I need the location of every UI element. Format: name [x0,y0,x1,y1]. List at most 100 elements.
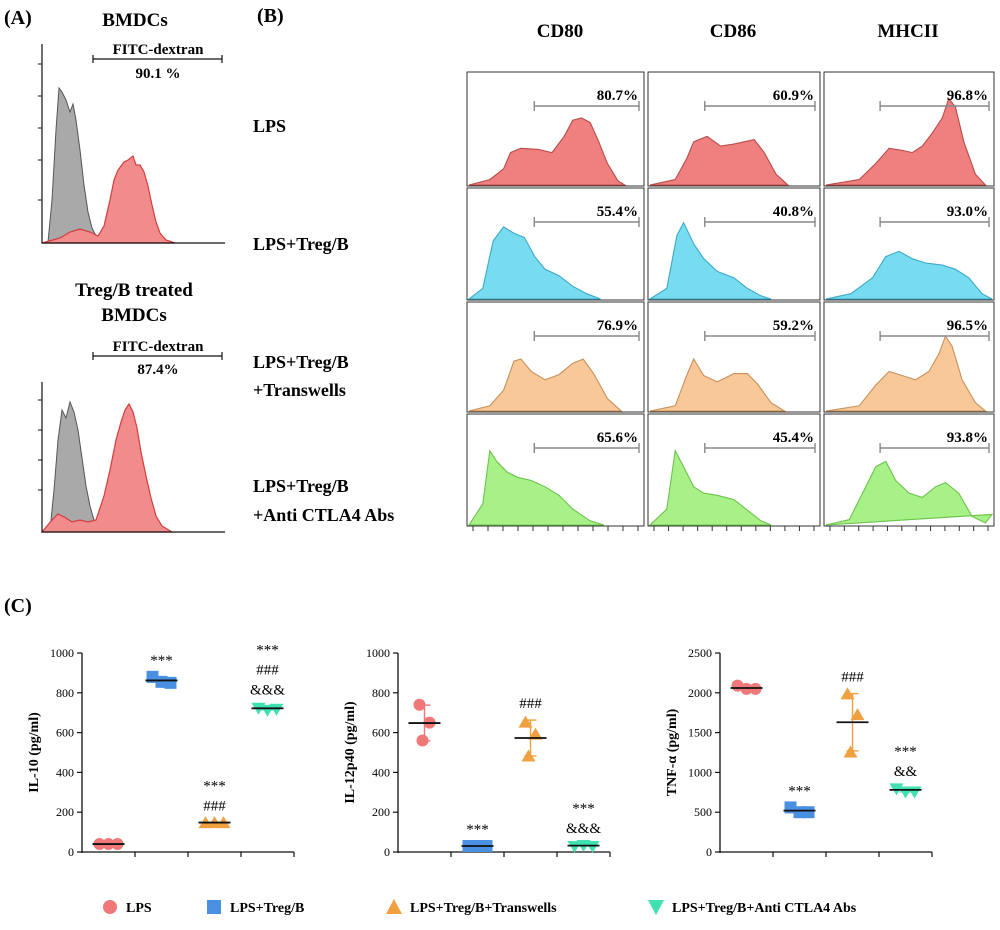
y-tick-label: 0 [706,845,712,859]
chart-0: 0 200 400 600 800 1000 IL-10 (pg/ml) *** *** ### *… [27,643,295,859]
histogram-frame [647,413,821,527]
row-label-transwells-2: +Transwells [253,380,346,400]
significance-label: ### [519,696,542,712]
data-point [269,703,284,716]
histogram-cell: 96.5% [823,301,995,413]
gate-percent: 93.0% [947,204,988,220]
significance-label: *** [466,822,489,838]
gate-percent: 55.4% [597,204,638,220]
data-point [416,734,429,747]
histogram-fill [649,135,790,186]
data-point [802,806,815,819]
column-header-mhcii: MHCII [877,21,938,42]
histogram-frame [823,71,995,187]
panel-a-bottom-histogram: FITC-dextran 87.4% [38,337,225,533]
histogram-fill [467,226,601,300]
panel-a-bottom-title-1: Treg/B treated [75,280,193,301]
histogram-cell: 76.9% [466,301,645,413]
histogram-cell: 60.9% [647,71,821,187]
data-point [413,698,426,711]
y-tick-label: 1000 [50,646,74,660]
gate-percent: 87.4% [137,362,178,378]
data-point [528,727,543,740]
gate-percent: 80.7% [597,88,638,104]
data-point [843,745,858,758]
histogram-frame [466,413,645,527]
panel-a-top-histogram: FITC-dextran 90.1 % [38,40,225,244]
panel-label-b: (B) [257,5,284,27]
y-tick-label: 1000 [688,765,712,779]
histogram-fill [468,117,627,186]
y-axis-label: IL-12p40 (pg/ml) [343,701,358,804]
fitc-histogram [40,402,175,533]
y-tick-label: 200 [56,805,74,819]
histogram-frame [466,301,645,413]
row-label-ctla4-1: LPS+Treg/B [253,476,349,496]
y-tick-label: 400 [372,765,390,779]
column-header-cd86: CD86 [710,21,756,42]
significance-label: ### [203,799,226,815]
significance-label: *** [788,783,811,799]
significance-label: ### [841,670,864,686]
histogram-cell: 65.6% [466,413,645,527]
gate-percent: 96.8% [947,88,988,104]
legend: LPS LPS+Treg/B LPS+Treg/B+Transwells LPS+Tr… [103,899,857,916]
significance-label: *** [203,779,226,795]
histogram-frame [823,301,995,413]
histogram-cell: 80.7% [466,71,645,187]
histogram-frame [647,301,821,413]
data-point [567,841,582,854]
significance-label: *** [894,744,917,760]
histogram-fill [825,250,993,300]
histogram-fill [649,357,787,412]
panel-label-a: (A) [4,7,32,29]
histogram-cell: 55.4% [466,187,645,301]
gate-percent: 93.8% [947,430,988,446]
chart-1: 0 200 400 600 800 1000 IL-12p40 (pg/ml) *** ### *… [343,646,611,859]
significance-label: ### [256,663,279,679]
row-label-lps-treg: LPS+Treg/B [253,234,349,254]
histogram-cell: 40.8% [647,187,821,301]
control-histogram [41,86,101,244]
panel-a-bottom-title-2: BMDCs [101,305,166,326]
y-tick-label: 600 [56,726,74,740]
legend-item: LPS+Treg/B+Transwells [386,899,557,916]
legend-marker [207,900,221,914]
control-histogram [41,400,101,533]
y-tick-label: 800 [56,686,74,700]
gate-label: FITC-dextran [113,339,204,355]
significance-label: &&& [250,683,285,699]
fitc-histogram [41,154,176,244]
data-point [518,715,533,728]
legend-label: LPS+Treg/B+Transwells [410,901,557,916]
gate-label: FITC-dextran [113,42,204,58]
y-tick-label: 0 [68,845,74,859]
gate-percent: 40.8% [773,204,814,220]
panel-b-histogram-grid: 80.7% 60.9% 96.8% 55.4% 40.8% 93.0% 76.9% 59.2%… [466,71,995,531]
legend-marker [103,900,117,914]
y-tick-label: 500 [694,805,712,819]
histogram-fill [825,97,987,186]
gate-percent: 59.2% [773,318,814,334]
gate-percent: 45.4% [773,430,814,446]
panel-a-top-title: BMDCs [102,10,167,31]
histogram-fill [468,358,623,412]
histogram-fill [467,449,605,526]
y-tick-label: 1500 [688,726,712,740]
y-tick-label: 800 [372,686,390,700]
data-point [850,708,865,721]
significance-label: *** [572,801,595,817]
legend-marker [648,900,664,915]
y-tick-label: 2500 [688,646,712,660]
histogram-cell: 93.8% [823,413,995,527]
histogram-cell: 45.4% [647,413,821,527]
y-tick-label: 2000 [688,686,712,700]
histogram-frame [647,71,821,187]
histogram-fill [648,449,772,526]
y-tick-label: 600 [372,726,390,740]
gate-percent: 96.5% [947,318,988,334]
y-tick-label: 1000 [366,646,390,660]
legend-label: LPS [126,901,152,916]
row-label-ctla4-2: +Anti CTLA4 Abs [253,505,394,525]
